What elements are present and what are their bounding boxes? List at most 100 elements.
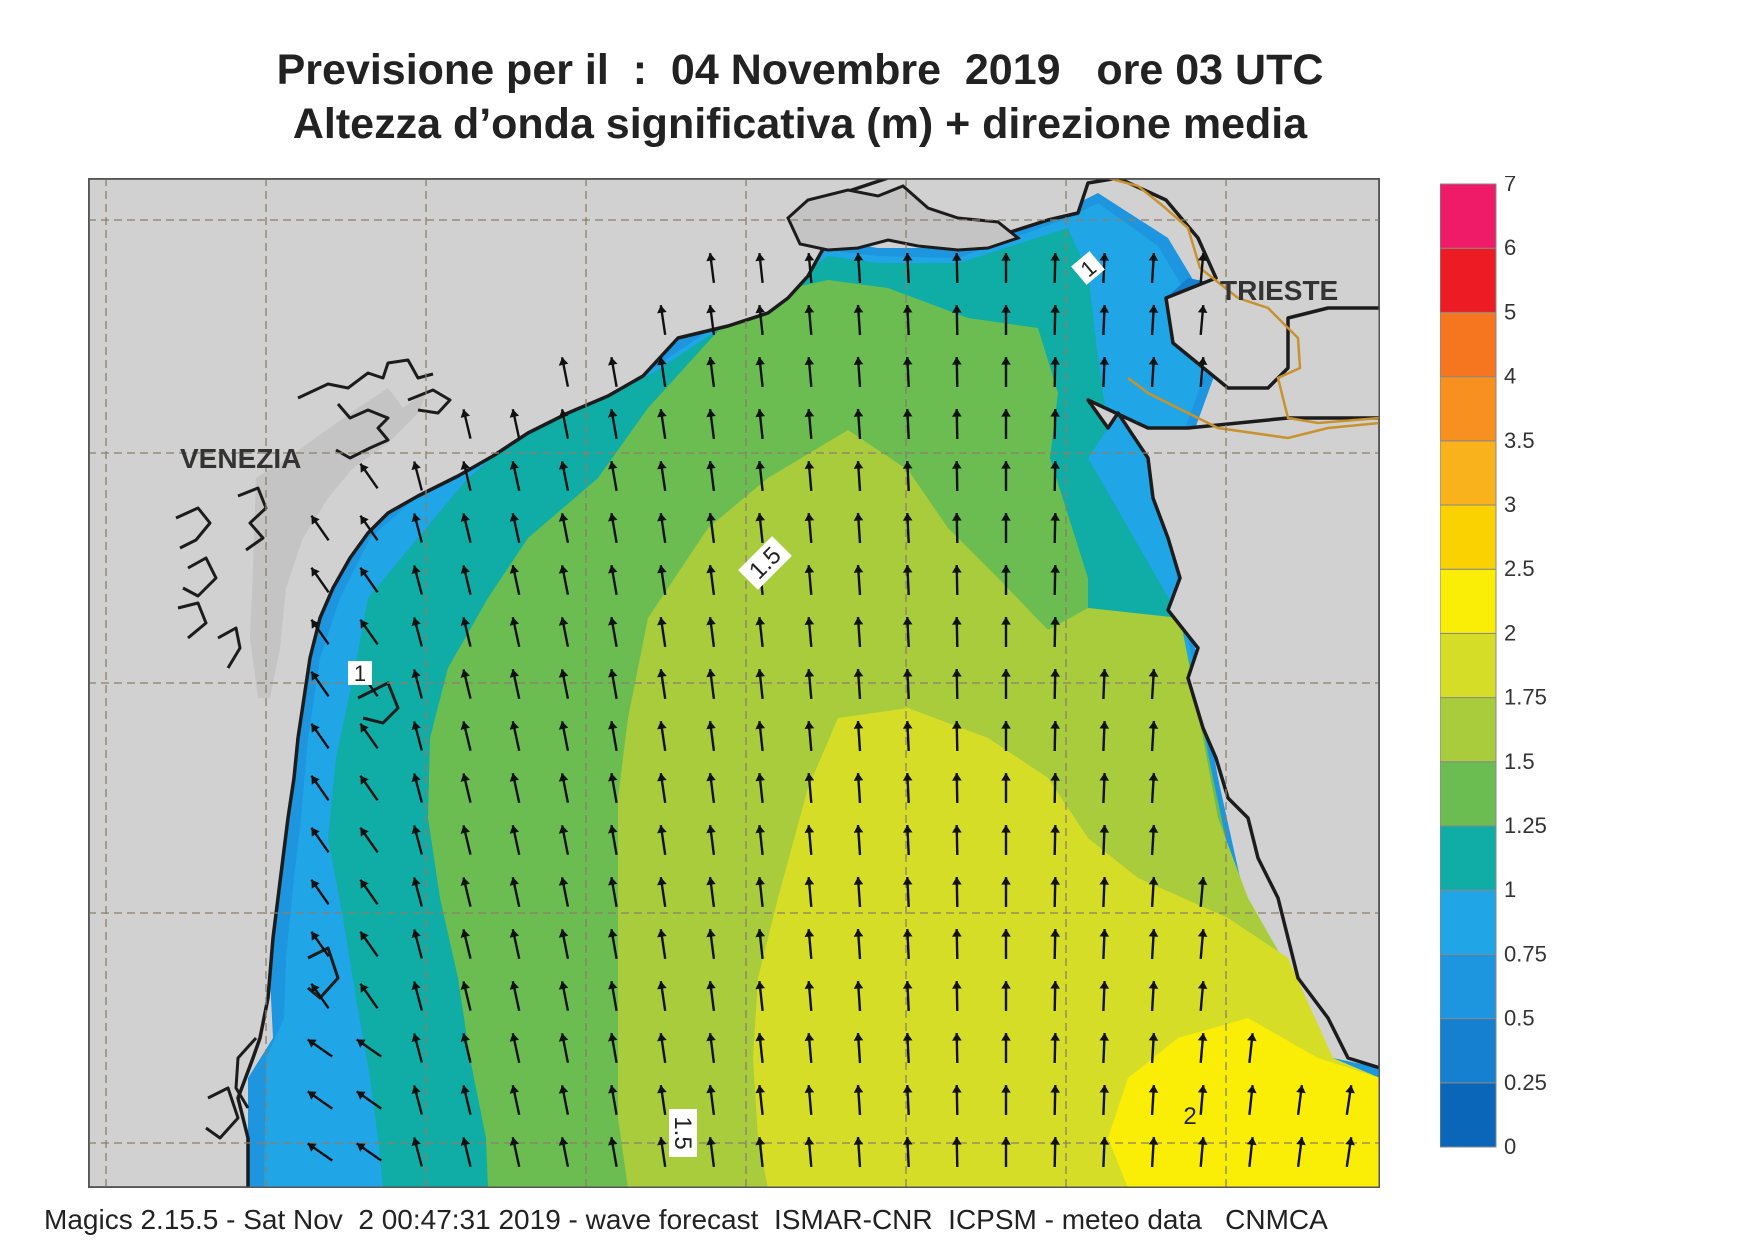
direction-arrow-head bbox=[311, 931, 320, 941]
direction-arrow-head bbox=[1296, 1085, 1306, 1094]
direction-arrow-head bbox=[558, 461, 569, 470]
direction-arrow-head bbox=[902, 565, 913, 573]
direction-arrow-head bbox=[755, 409, 765, 418]
direction-arrow-head bbox=[657, 877, 667, 886]
direction-arrow-head bbox=[853, 1033, 864, 1041]
direction-arrow-head bbox=[460, 721, 470, 730]
direction-arrow-head bbox=[558, 825, 569, 834]
direction-arrow-head bbox=[706, 721, 716, 730]
direction-arrow-head bbox=[1050, 565, 1060, 573]
colorbar-box bbox=[1440, 1018, 1497, 1084]
direction-arrow-head bbox=[509, 825, 520, 834]
colorbar-level-label: 3 bbox=[1504, 492, 1516, 517]
direction-arrow-head bbox=[804, 929, 815, 937]
direction-arrow-head bbox=[1099, 253, 1110, 261]
land-west bbox=[88, 178, 890, 1188]
direction-arrow-head bbox=[755, 461, 765, 470]
direction-arrow-head bbox=[411, 981, 421, 991]
direction-arrow-head bbox=[1001, 1137, 1011, 1145]
direction-arrow-head bbox=[1148, 929, 1159, 937]
direction-arrow-head bbox=[706, 877, 716, 886]
colorbar-level-label: 2.5 bbox=[1504, 556, 1535, 581]
direction-arrow-head bbox=[706, 305, 716, 314]
direction-arrow-head bbox=[657, 721, 667, 730]
contour-label-2-southeast: 2 bbox=[1183, 1103, 1196, 1130]
colorbar-box bbox=[1440, 247, 1497, 313]
colorbar-box bbox=[1440, 632, 1497, 699]
direction-arrow-head bbox=[1099, 773, 1110, 781]
colorbar-level-label: 0.5 bbox=[1504, 1006, 1535, 1031]
direction-arrow-head bbox=[853, 721, 864, 729]
direction-arrow-head bbox=[657, 617, 667, 626]
direction-arrow-head bbox=[1247, 1085, 1257, 1094]
direction-arrow-head bbox=[1345, 1137, 1355, 1146]
direction-arrow-head bbox=[360, 619, 369, 629]
direction-arrow-head bbox=[706, 461, 716, 470]
direction-arrow-head bbox=[853, 617, 864, 625]
graticule bbox=[88, 178, 1380, 1188]
direction-arrow-head bbox=[311, 515, 320, 525]
direction-arrow-head bbox=[509, 409, 520, 418]
direction-arrow-head bbox=[360, 567, 369, 577]
colorbar-boxes bbox=[1440, 183, 1497, 1148]
direction-arrow-head bbox=[755, 1085, 765, 1094]
direction-arrow-head bbox=[460, 877, 470, 886]
direction-arrow-head bbox=[509, 773, 520, 782]
map-frame bbox=[88, 178, 1380, 1188]
colorbar-level-label: 0.75 bbox=[1504, 941, 1547, 966]
direction-arrow-head bbox=[804, 825, 815, 833]
direction-arrow-head bbox=[1050, 877, 1060, 885]
direction-arrow-head bbox=[853, 929, 864, 937]
direction-arrow-head bbox=[853, 513, 864, 521]
direction-arrow-head bbox=[1099, 1033, 1110, 1041]
direction-arrow-head bbox=[608, 929, 618, 938]
direction-arrow-head bbox=[558, 409, 569, 418]
direction-arrow-head bbox=[460, 409, 470, 418]
direction-arrow-head bbox=[1099, 929, 1110, 937]
direction-arrow-head bbox=[1001, 773, 1011, 781]
direction-arrow-head bbox=[952, 1085, 962, 1093]
direction-arrow-head bbox=[853, 825, 864, 833]
map-title-line2: Altezza d’onda significativa (m) + direz… bbox=[292, 100, 1308, 148]
direction-arrow-head bbox=[311, 775, 320, 785]
direction-arrow-head bbox=[804, 721, 815, 729]
colorbar-box bbox=[1440, 183, 1497, 249]
direction-arrow-head bbox=[608, 461, 618, 470]
direction-arrow-head bbox=[902, 357, 913, 365]
direction-arrow-head bbox=[902, 669, 913, 677]
direction-arrow-head bbox=[706, 825, 716, 834]
direction-arrow-head bbox=[1197, 357, 1208, 365]
direction-arrow-head bbox=[509, 929, 520, 938]
direction-arrow-head bbox=[1001, 669, 1011, 677]
direction-arrow-head bbox=[1050, 929, 1060, 937]
direction-arrow-head bbox=[902, 409, 913, 417]
direction-arrow-head bbox=[460, 513, 470, 522]
direction-arrow-head bbox=[657, 929, 667, 938]
direction-arrow-head bbox=[1050, 513, 1060, 521]
direction-arrow-head bbox=[558, 513, 569, 522]
direction-arrow-head bbox=[1050, 669, 1060, 677]
direction-arrow-head bbox=[460, 1033, 470, 1042]
direction-arrow-head bbox=[902, 1137, 913, 1145]
colorbar-box bbox=[1440, 825, 1497, 891]
direction-arrow-head bbox=[755, 253, 765, 262]
direction-arrow-head bbox=[608, 1137, 618, 1146]
direction-arrow-head bbox=[1001, 825, 1011, 833]
direction-arrow-head bbox=[706, 409, 716, 418]
direction-arrow-head bbox=[360, 931, 369, 941]
direction-arrow-head bbox=[460, 929, 470, 938]
contour-text: 1.5 bbox=[669, 1116, 696, 1149]
direction-arrow-head bbox=[952, 773, 962, 781]
direction-arrow-head bbox=[853, 877, 864, 885]
direction-arrow-head bbox=[1050, 721, 1060, 729]
direction-arrow-head bbox=[657, 305, 667, 314]
direction-arrow-head bbox=[411, 721, 421, 731]
direction-arrow-head bbox=[902, 253, 913, 261]
direction-arrow-head bbox=[804, 981, 815, 989]
direction-arrow-head bbox=[1099, 981, 1110, 989]
direction-arrow-head bbox=[1001, 721, 1011, 729]
direction-arrow-head bbox=[558, 1033, 569, 1042]
direction-arrow-head bbox=[360, 463, 369, 473]
direction-arrow-head bbox=[1001, 929, 1011, 937]
direction-arrow-head bbox=[1050, 1033, 1060, 1041]
